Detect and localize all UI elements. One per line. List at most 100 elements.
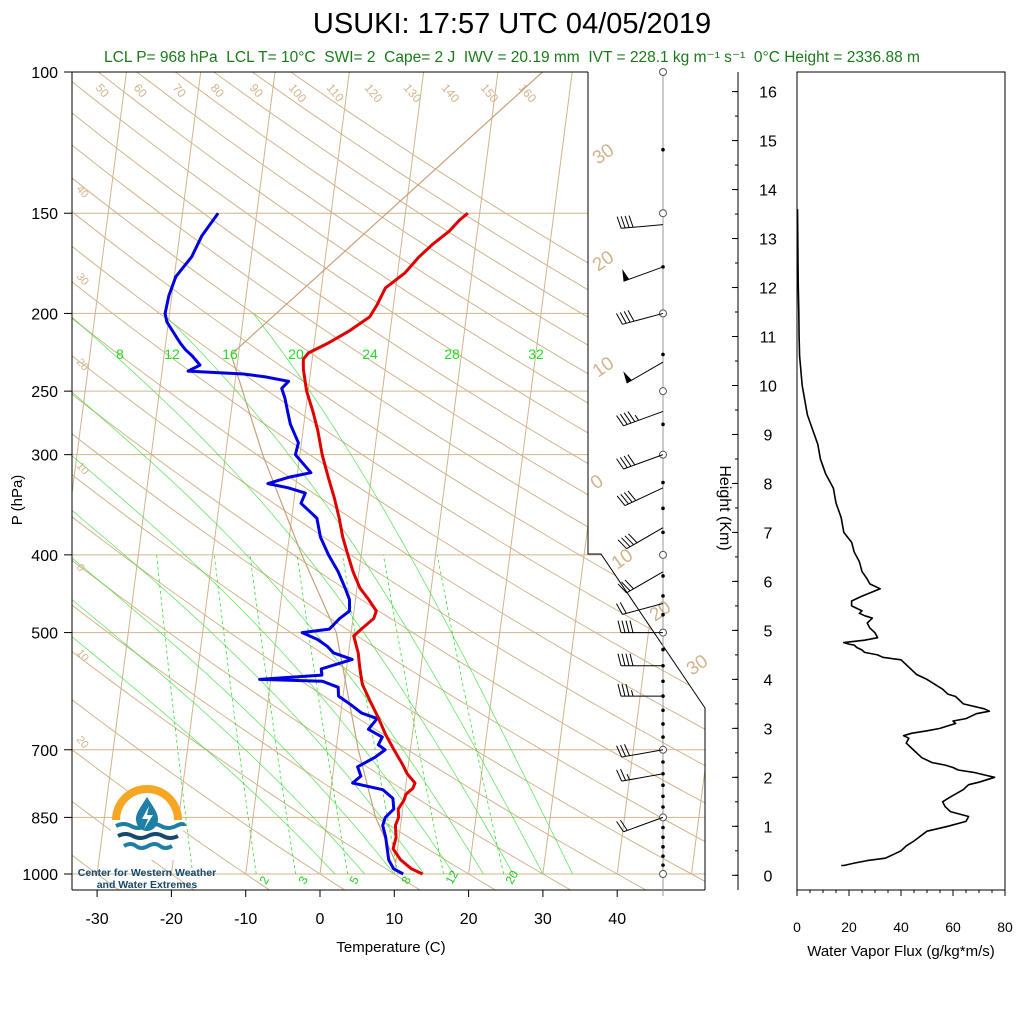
skewed-right-boundary — [587, 72, 706, 890]
wind-level-dot — [661, 794, 665, 799]
height-tick-label: 14 — [759, 183, 777, 200]
dry-adiabat-line — [72, 474, 705, 882]
height-tick-label: 16 — [759, 85, 777, 102]
mixing-ratio-label: 12 — [442, 868, 461, 887]
wind-barb-feather — [624, 579, 634, 590]
wind-level-dot — [661, 594, 665, 598]
wind-barb-half-feather — [631, 689, 634, 697]
pressure-axis-title: P (hPa) — [9, 475, 26, 526]
skew-t-plot-area — [163, 72, 705, 876]
plot-mask — [588, 72, 705, 708]
moist-adiabat-line — [162, 313, 544, 875]
wind-level-dot — [661, 863, 665, 867]
parcel-path-line — [230, 72, 543, 863]
wind-barb-staff — [623, 410, 664, 427]
wind-level-dot — [661, 783, 665, 788]
wind-barb-half-feather — [626, 773, 630, 780]
wind-barb-pennant — [623, 371, 632, 384]
logo-bolt — [142, 806, 153, 829]
isotherm-edge-label: 20 — [74, 734, 91, 751]
mixing-ratio-line — [296, 554, 349, 875]
swi-value: SWI= 2 — [324, 49, 376, 66]
pressure-tick-label: 150 — [31, 206, 58, 223]
skew-t-frame — [64, 71, 706, 897]
dry-adiabat-line — [98, 72, 705, 471]
height-tick-label: 13 — [759, 232, 777, 249]
height-tick-label: 11 — [760, 330, 777, 347]
height-tick-label: 8 — [764, 476, 773, 493]
dry-adiabat-line — [72, 80, 705, 500]
cape-value: Cape= 2 J — [384, 49, 456, 66]
dry-adiabat-line — [72, 749, 271, 890]
dry-adiabat-line — [72, 651, 422, 890]
moist-adiabat-line — [72, 557, 395, 875]
wind-barb-column — [615, 68, 667, 896]
wind-barb-staff — [623, 816, 664, 833]
wind-barb-feather — [617, 539, 627, 550]
dry-adiabat-line — [72, 355, 705, 767]
wind-barb-half-feather — [634, 414, 639, 421]
wind-barb-pennant — [622, 268, 630, 282]
wind-barb-feather — [623, 412, 632, 424]
height-tick-label: 0 — [764, 868, 773, 885]
wind-barb-feather — [627, 490, 637, 501]
isotherm-line — [72, 72, 127, 498]
moist-adiabat-label: 32 — [528, 346, 544, 362]
skew-t-background-lines — [72, 72, 705, 890]
isotherm-line — [691, 765, 705, 875]
wind-barb-feather — [616, 821, 624, 833]
temperature-tick-label: 10 — [385, 911, 403, 928]
height-tick-label: 1 — [764, 819, 773, 836]
dry-adiabat-line — [72, 112, 705, 531]
wind-barb-feather — [629, 653, 634, 666]
wind-calm-circle — [659, 870, 667, 878]
wind-barb-feather — [617, 583, 627, 594]
isotherm-line — [319, 72, 425, 875]
height-tick-label: 10 — [759, 378, 777, 395]
wind-calm-circle — [659, 209, 667, 218]
wind-barb-staff — [621, 224, 664, 229]
wind-barb-staff — [621, 749, 664, 758]
logo-wave-2 — [117, 832, 179, 840]
mixing-ratio-line — [342, 554, 399, 875]
wind-barb-feather — [621, 581, 631, 592]
dry-adiabat-line — [72, 393, 705, 804]
moist-adiabat-label: 28 — [444, 346, 460, 362]
wind-barb-staff — [621, 773, 664, 782]
dry-adiabat-label: 120 — [362, 81, 386, 106]
dry-adiabat-line — [72, 317, 705, 730]
lcl-temperature: LCL T= 10°C — [226, 49, 316, 66]
wind-barb-staff — [622, 603, 664, 615]
mixing-ratio-label: 20 — [502, 868, 521, 887]
mixing-ratio-line — [249, 554, 296, 875]
height-tick-label: 12 — [759, 281, 777, 298]
water-vapor-flux-panel: 0 20 40 60 80012345678910111213141516Height … — [716, 71, 1013, 960]
wind-barb-feather — [623, 455, 632, 467]
pressure-tick-label: 200 — [31, 306, 58, 323]
wind-barb-staff — [626, 527, 664, 550]
wind-level-dot — [661, 835, 665, 840]
dry-adiabat-line — [72, 177, 705, 594]
wind-barb-feather — [617, 653, 622, 666]
wind-barb-feather — [620, 744, 627, 757]
height-tick-label: 5 — [764, 623, 773, 640]
wind-barb-feather — [624, 535, 634, 546]
wind-barb-feather — [616, 216, 622, 229]
dry-adiabat-label: 140 — [439, 81, 463, 106]
wind-level-dot — [661, 854, 665, 858]
moist-adiabat-label: 16 — [222, 346, 238, 362]
moist-adiabat-line — [72, 391, 484, 875]
wind-barb-feather — [624, 492, 633, 503]
chart-subtitle: LCL P= 968 hPa LCL T= 10°C SWI= 2 Cape= … — [0, 48, 1024, 67]
wind-barb-feather — [621, 537, 631, 548]
wind-barb-feather — [627, 454, 636, 466]
wind-barb-staff — [623, 454, 664, 470]
wind-barb-feather — [628, 215, 634, 228]
isotherm-edge-label: 40 — [74, 183, 91, 200]
temperature-tick-label: -30 — [86, 911, 109, 928]
dry-adiabat-label: 50 — [93, 81, 113, 100]
wind-level-dot — [661, 574, 665, 578]
mixing-ratio-line — [213, 554, 257, 875]
pressure-tick-label: 300 — [31, 448, 58, 465]
wind-barb-feather — [619, 602, 627, 614]
